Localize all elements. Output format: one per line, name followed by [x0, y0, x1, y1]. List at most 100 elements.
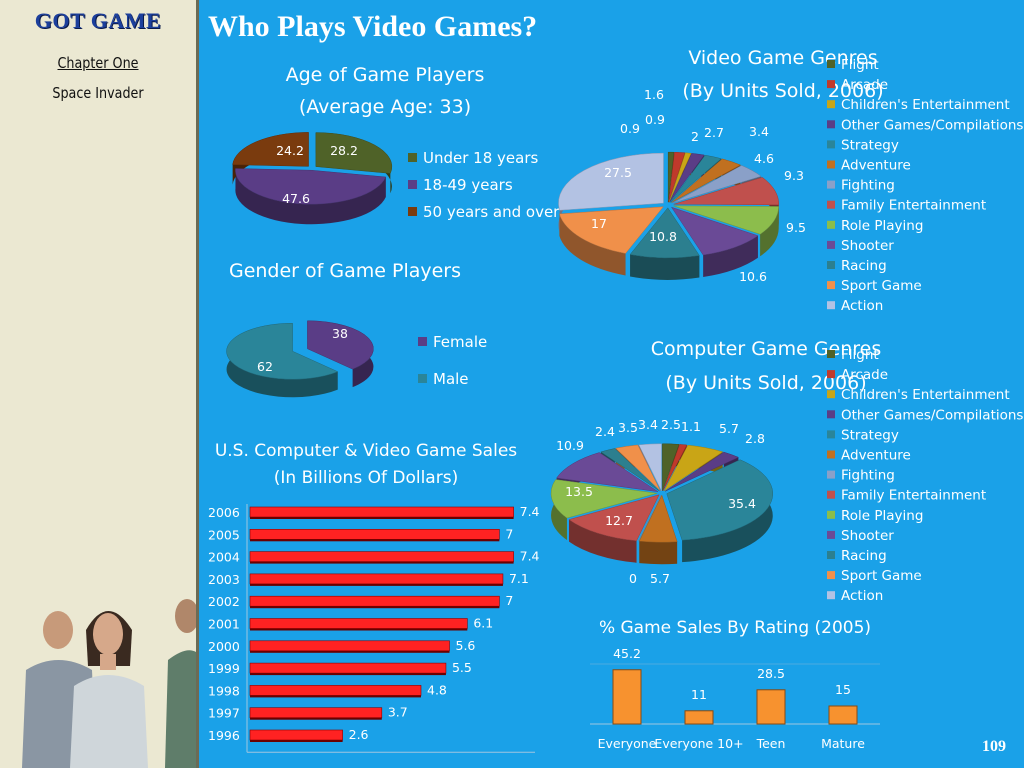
video-pie-legend-swatch	[827, 100, 835, 109]
video-pie-legend-label: Family Entertainment	[841, 198, 986, 214]
page-title: Who Plays Video Games?	[208, 10, 538, 43]
computer-pie-slice	[600, 448, 660, 492]
video-pie-legend-label: Shooter	[841, 238, 894, 254]
computer-pie-legend-swatch	[827, 591, 835, 600]
video-pie-slice	[668, 151, 686, 203]
age-chart-subtitle: (Average Age: 33)	[299, 96, 471, 118]
video-pie-slice	[670, 154, 722, 203]
computer-pie-legend-swatch	[827, 390, 835, 399]
computer-pie-slice-side	[569, 519, 637, 563]
sales-bar	[249, 528, 500, 540]
video-pie-legend-swatch	[827, 261, 835, 269]
computer-pie-legend-label: Adventure	[841, 448, 911, 464]
sales-bar-shadow	[250, 539, 500, 542]
video-pie-label: 17	[591, 216, 607, 231]
computer-pie-legend-label: Racing	[841, 548, 887, 564]
sales-bar-label: 5.6	[456, 638, 476, 653]
video-pie-slice-side	[703, 235, 758, 277]
sales-bar-shadow	[250, 517, 514, 519]
sales-year-label: 1996	[208, 728, 240, 743]
video-pie-legend-label: Racing	[841, 258, 887, 274]
computer-pie-label: 13.5	[565, 484, 593, 499]
chapter-link[interactable]: Chapter One	[57, 54, 139, 72]
computer-pie-slice	[638, 495, 662, 542]
sales-bar	[249, 685, 422, 696]
computer-pie-slice	[638, 494, 678, 543]
video-pie-label: 2.7	[704, 125, 724, 140]
sidebar: GOT GAME Chapter One Space Invader	[0, 0, 199, 768]
video-pie-slice	[559, 206, 664, 254]
computer-pie-slice	[666, 459, 774, 541]
rating-category-label: Mature	[821, 736, 865, 751]
computer-pie-legend-swatch	[827, 470, 835, 479]
sales-bar-label: 7.1	[509, 571, 529, 586]
sales-bar-shadow	[250, 650, 450, 653]
computer-pie-slice	[662, 444, 688, 491]
computer-pie-legend-swatch	[827, 530, 835, 539]
sales-year-label: 2000	[208, 639, 240, 654]
sales-bar	[249, 573, 504, 585]
video-pie-label: 1.6	[644, 87, 664, 102]
rating-bar	[756, 689, 786, 725]
video-pie-slice-side	[559, 213, 626, 276]
video-pie-label: 10.6	[739, 269, 767, 284]
gender-legend-label: Male	[433, 370, 469, 388]
people-photo	[0, 590, 196, 768]
computer-genres-title: Computer Game Genres	[651, 338, 882, 360]
computer-pie-slice	[550, 479, 658, 519]
sales-bar-shadow	[250, 673, 446, 676]
video-pie-slice	[672, 165, 762, 204]
sales-year-label: 2002	[208, 594, 240, 609]
video-pie-label: 27.5	[604, 165, 632, 180]
computer-genres-chart: Computer Game Genres (By Units Sold, 200…	[550, 338, 1023, 604]
computer-pie-label: 35.4	[728, 496, 756, 511]
sales-bar	[249, 662, 447, 674]
computer-pie-label: 2.4	[595, 424, 615, 439]
computer-genres-subtitle: (By Units Sold, 2006)	[665, 372, 866, 394]
computer-pie-slice	[663, 444, 724, 492]
sales-chart-title: U.S. Computer & Video Game Sales	[215, 441, 517, 461]
person-center	[70, 611, 148, 768]
video-pie-slice	[558, 152, 664, 211]
sales-year-label: 2001	[208, 617, 240, 632]
video-pie-legend-swatch	[827, 200, 835, 209]
gender-chart: Gender of Game Players 38 62 Female Male	[226, 260, 487, 398]
age-pie-slice	[232, 132, 309, 167]
gender-pie-label: 62	[257, 359, 273, 374]
age-pie-label: 47.6	[282, 191, 310, 206]
computer-pie-legend-swatch	[827, 551, 835, 559]
computer-pie-slice	[638, 443, 662, 491]
computer-pie-legend-swatch	[827, 510, 835, 519]
gender-legend-label: Female	[433, 333, 487, 351]
video-pie-legend-swatch	[827, 301, 835, 310]
age-pie-label: 24.2	[276, 143, 304, 158]
sales-bar	[249, 640, 450, 652]
video-pie-legend-swatch	[827, 120, 835, 129]
video-pie-legend-label: Children's Entertainment	[841, 97, 1010, 113]
gender-pie: 38 62	[226, 320, 374, 398]
computer-pie-label: 1.1	[681, 419, 701, 434]
rating-bar-label: 45.2	[613, 646, 641, 661]
sales-bar-shadow	[250, 561, 514, 564]
video-pie-legend-label: Strategy	[841, 137, 899, 153]
video-pie-legend-label: Action	[841, 298, 883, 314]
computer-pie-legend-swatch	[827, 350, 835, 358]
age-pie-label: 28.2	[330, 143, 358, 158]
age-legend-label: 18-49 years	[423, 176, 513, 194]
computer-pie-slice	[568, 494, 660, 541]
computer-pie-slice	[615, 444, 661, 492]
age-legend: Under 18 years 18-49 years 50 years and ov…	[408, 149, 560, 221]
computer-genres-legend: Flight Arcade Children's Entertainment Othe…	[827, 347, 1023, 604]
video-pie-slice-side	[630, 254, 700, 280]
computer-pie-legend-label: Shooter	[841, 528, 894, 544]
video-pie-legend-swatch	[827, 240, 835, 249]
video-pie-legend-swatch	[827, 281, 835, 290]
rating-bar-label: 28.5	[757, 666, 785, 681]
computer-pie-legend-label: Children's Entertainment	[841, 387, 1010, 403]
person-right	[165, 599, 196, 768]
video-pie-legend-swatch	[827, 60, 835, 68]
gender-legend-swatch	[418, 337, 427, 346]
computer-pie-legend-swatch	[827, 490, 835, 499]
video-pie-legend-swatch	[827, 140, 835, 149]
